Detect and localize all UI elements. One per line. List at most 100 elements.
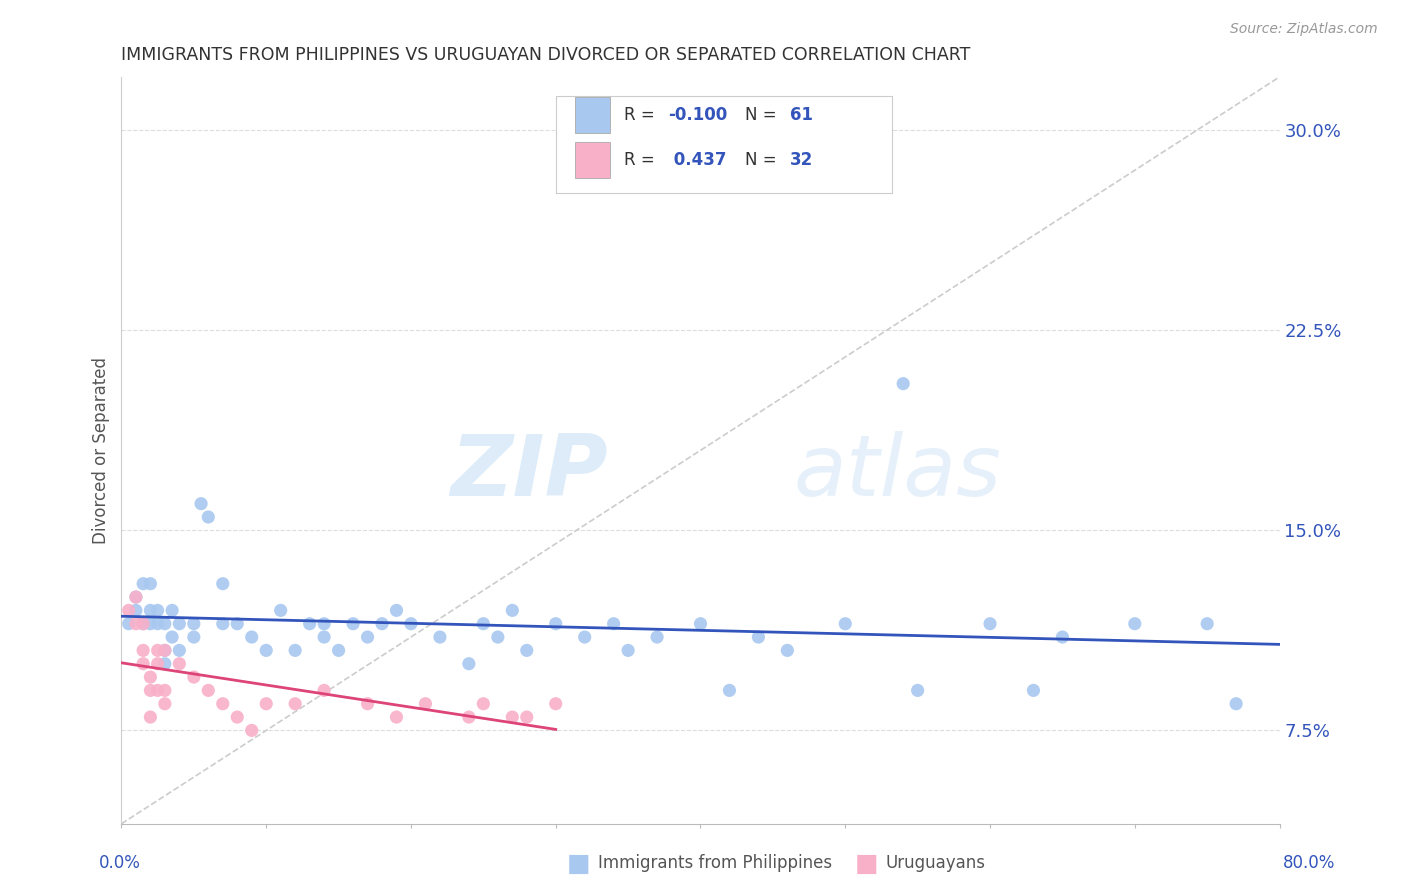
Point	[314, 683, 336, 698]
Point	[298, 616, 321, 631]
Text: 0.437: 0.437	[668, 151, 727, 169]
Point	[371, 616, 394, 631]
Point	[139, 710, 162, 724]
Text: N =: N =	[745, 106, 782, 124]
Point	[457, 657, 479, 671]
Point	[211, 576, 233, 591]
Y-axis label: Divorced or Separated: Divorced or Separated	[93, 357, 110, 544]
Point	[254, 697, 277, 711]
Text: 32: 32	[790, 151, 813, 169]
Point	[211, 697, 233, 711]
Point	[356, 630, 378, 644]
Point	[139, 616, 162, 631]
Text: 61: 61	[790, 106, 813, 124]
Point	[314, 616, 336, 631]
Point	[240, 630, 263, 644]
Point	[1022, 683, 1045, 698]
Point	[602, 616, 624, 631]
Point	[160, 603, 183, 617]
Point	[516, 710, 538, 724]
Point	[891, 376, 914, 391]
Point	[160, 630, 183, 644]
Point	[457, 710, 479, 724]
Point	[342, 616, 364, 631]
Text: R =: R =	[624, 151, 659, 169]
Point	[132, 657, 155, 671]
Point	[718, 683, 741, 698]
Point	[270, 603, 292, 617]
Point	[314, 630, 336, 644]
Point	[501, 710, 523, 724]
Point	[1052, 630, 1074, 644]
Text: IMMIGRANTS FROM PHILIPPINES VS URUGUAYAN DIVORCED OR SEPARATED CORRELATION CHART: IMMIGRANTS FROM PHILIPPINES VS URUGUAYAN…	[121, 46, 970, 64]
Point	[125, 590, 148, 604]
Text: R =: R =	[624, 106, 659, 124]
Point	[197, 510, 219, 524]
Point	[385, 710, 408, 724]
Point	[169, 616, 191, 631]
Text: ZIP: ZIP	[450, 431, 607, 514]
Point	[125, 603, 148, 617]
Point	[617, 643, 640, 657]
Point	[183, 616, 205, 631]
Point	[146, 603, 169, 617]
Point	[544, 697, 567, 711]
Point	[132, 643, 155, 657]
FancyBboxPatch shape	[555, 95, 891, 193]
Text: Immigrants from Philippines: Immigrants from Philippines	[598, 855, 832, 872]
Point	[139, 576, 162, 591]
Point	[776, 643, 799, 657]
Point	[153, 697, 176, 711]
Text: Source: ZipAtlas.com: Source: ZipAtlas.com	[1230, 22, 1378, 37]
FancyBboxPatch shape	[575, 142, 610, 178]
Point	[501, 603, 523, 617]
Point	[544, 616, 567, 631]
FancyBboxPatch shape	[575, 97, 610, 133]
Point	[132, 616, 155, 631]
Point	[169, 657, 191, 671]
Point	[747, 630, 769, 644]
Point	[689, 616, 711, 631]
Point	[645, 630, 668, 644]
Point	[153, 643, 176, 657]
Point	[834, 616, 856, 631]
Point	[139, 603, 162, 617]
Point	[328, 643, 350, 657]
Point	[183, 670, 205, 684]
Text: ■: ■	[567, 852, 591, 875]
Text: atlas: atlas	[793, 431, 1001, 514]
Point	[153, 683, 176, 698]
Point	[125, 590, 148, 604]
Point	[356, 697, 378, 711]
Point	[125, 616, 148, 631]
Point	[118, 603, 141, 617]
Point	[1197, 616, 1219, 631]
Point	[979, 616, 1001, 631]
Point	[226, 710, 249, 724]
Point	[472, 697, 495, 711]
Point	[907, 683, 929, 698]
Point	[146, 683, 169, 698]
Point	[153, 643, 176, 657]
Point	[118, 616, 141, 631]
Point	[240, 723, 263, 738]
Point	[139, 683, 162, 698]
Point	[197, 683, 219, 698]
Point	[132, 616, 155, 631]
Point	[153, 616, 176, 631]
Point	[146, 616, 169, 631]
Point	[429, 630, 451, 644]
Point	[284, 697, 307, 711]
Point	[399, 616, 422, 631]
Point	[254, 643, 277, 657]
Point	[516, 643, 538, 657]
Point	[139, 670, 162, 684]
Point	[385, 603, 408, 617]
Text: N =: N =	[745, 151, 782, 169]
Text: ■: ■	[855, 852, 879, 875]
Text: -0.100: -0.100	[668, 106, 727, 124]
Point	[226, 616, 249, 631]
Text: 80.0%: 80.0%	[1284, 855, 1336, 872]
Text: Uruguayans: Uruguayans	[886, 855, 986, 872]
Point	[472, 616, 495, 631]
